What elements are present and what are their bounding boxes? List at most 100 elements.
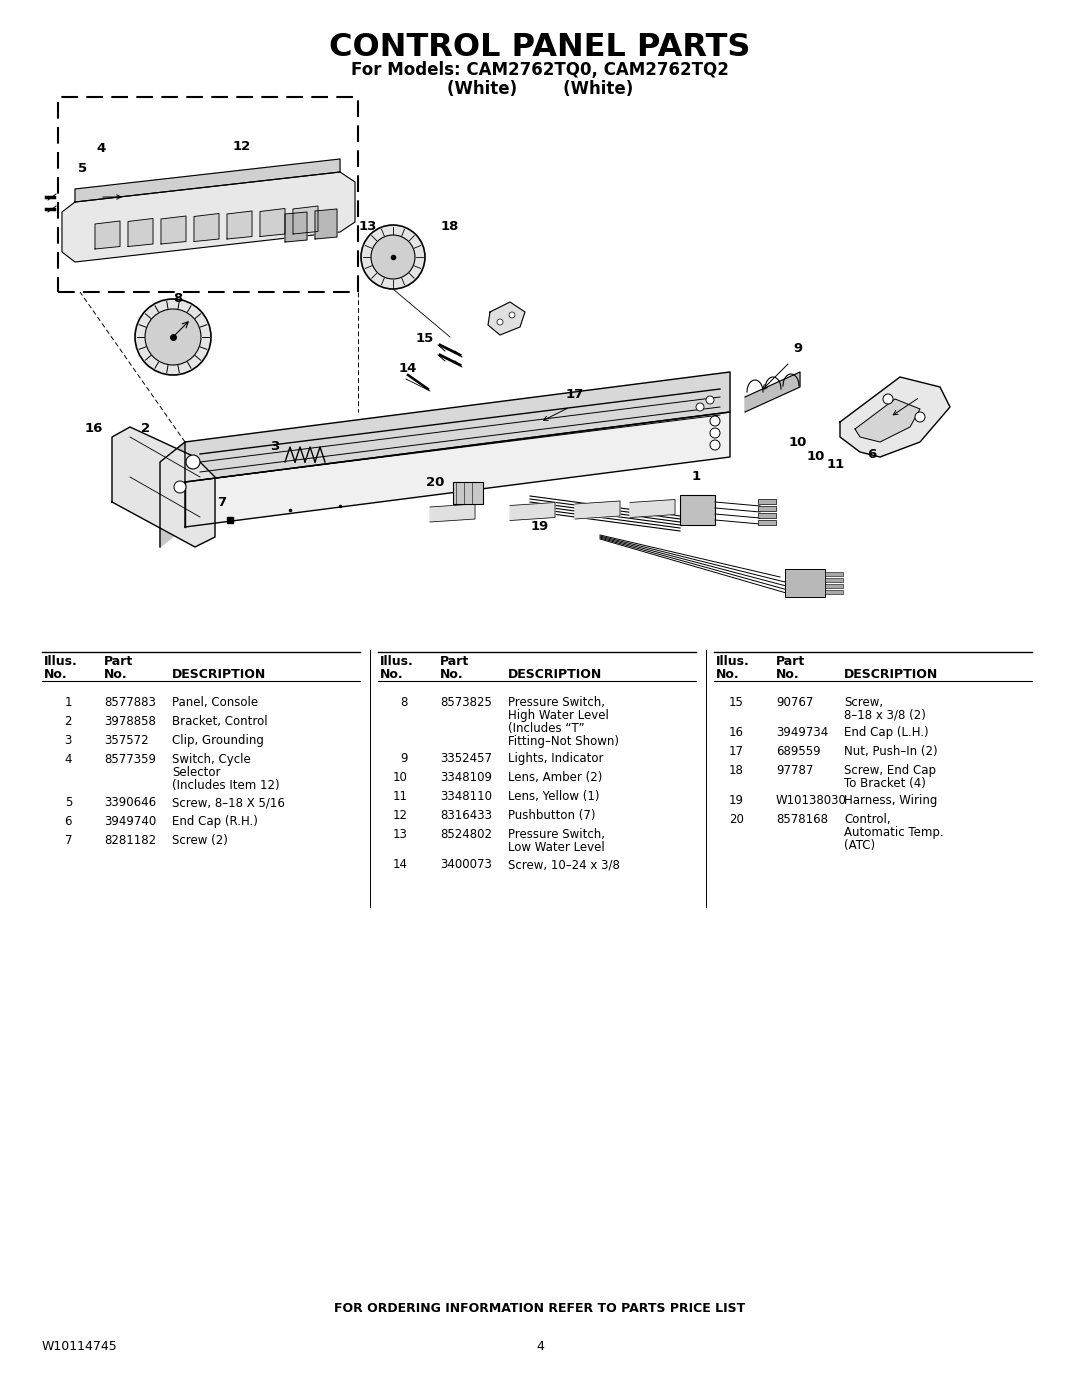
Text: 7: 7: [217, 496, 227, 509]
Circle shape: [696, 402, 704, 411]
Text: Screw,: Screw,: [843, 696, 883, 710]
Polygon shape: [185, 412, 730, 527]
Text: 8577359: 8577359: [104, 753, 156, 766]
Circle shape: [509, 312, 515, 319]
Text: High Water Level: High Water Level: [508, 710, 609, 722]
Circle shape: [706, 395, 714, 404]
Text: 689559: 689559: [777, 745, 821, 759]
Polygon shape: [285, 212, 307, 242]
Text: 19: 19: [531, 521, 549, 534]
Text: 3348109: 3348109: [440, 771, 492, 784]
Bar: [825, 571, 843, 576]
Text: 20: 20: [426, 475, 444, 489]
Circle shape: [186, 455, 200, 469]
Text: 3390646: 3390646: [104, 796, 157, 809]
Text: Nut, Push–In (2): Nut, Push–In (2): [843, 745, 937, 759]
Polygon shape: [227, 211, 252, 239]
Text: 16: 16: [729, 726, 744, 739]
Bar: [758, 513, 777, 518]
Circle shape: [710, 427, 720, 439]
Circle shape: [174, 481, 186, 493]
Text: Pressure Switch,: Pressure Switch,: [508, 828, 605, 841]
Polygon shape: [161, 217, 186, 244]
Text: 9: 9: [794, 342, 802, 355]
Text: 8577883: 8577883: [104, 696, 156, 710]
Text: 6: 6: [867, 448, 877, 461]
Text: 10: 10: [788, 436, 807, 448]
Text: End Cap (R.H.): End Cap (R.H.): [172, 814, 258, 828]
Text: (ATC): (ATC): [843, 840, 875, 852]
Text: No.: No.: [104, 668, 127, 680]
Polygon shape: [745, 372, 800, 412]
Text: No.: No.: [380, 668, 404, 680]
Text: Pushbutton (7): Pushbutton (7): [508, 809, 595, 821]
Text: Part: Part: [777, 655, 806, 668]
Polygon shape: [293, 205, 318, 235]
Text: 9: 9: [401, 752, 408, 766]
Text: 6: 6: [65, 814, 72, 828]
Text: 3348110: 3348110: [440, 789, 492, 803]
Text: (Includes “T”: (Includes “T”: [508, 722, 584, 735]
Text: 8316433: 8316433: [440, 809, 492, 821]
Polygon shape: [855, 400, 920, 441]
Polygon shape: [95, 221, 120, 249]
Text: Lens, Yellow (1): Lens, Yellow (1): [508, 789, 599, 803]
Bar: [58, 96, 357, 292]
Polygon shape: [185, 372, 730, 482]
Text: CONTROL PANEL PARTS: CONTROL PANEL PARTS: [329, 32, 751, 63]
Polygon shape: [160, 441, 185, 548]
Text: Panel, Console: Panel, Console: [172, 696, 258, 710]
Text: 10: 10: [393, 771, 408, 784]
Bar: [758, 520, 777, 525]
Text: W10138030: W10138030: [777, 793, 847, 807]
Polygon shape: [840, 377, 950, 457]
Text: Screw, 8–18 X 5/16: Screw, 8–18 X 5/16: [172, 796, 285, 809]
Polygon shape: [488, 302, 525, 335]
Text: 3949734: 3949734: [777, 726, 828, 739]
Text: 5: 5: [79, 162, 87, 176]
Text: No.: No.: [716, 668, 740, 680]
Polygon shape: [430, 504, 475, 522]
Text: Clip, Grounding: Clip, Grounding: [172, 733, 264, 747]
Text: 12: 12: [393, 809, 408, 821]
Text: 8: 8: [401, 696, 408, 710]
Text: 8573825: 8573825: [440, 696, 491, 710]
Text: 16: 16: [85, 422, 104, 436]
Text: DESCRIPTION: DESCRIPTION: [843, 668, 939, 680]
Circle shape: [710, 440, 720, 450]
Text: 1: 1: [691, 471, 701, 483]
Circle shape: [361, 225, 426, 289]
Text: 17: 17: [729, 745, 744, 759]
Bar: [825, 590, 843, 594]
Circle shape: [883, 394, 893, 404]
Text: Screw, End Cap: Screw, End Cap: [843, 764, 936, 777]
Text: 2: 2: [65, 715, 72, 728]
Polygon shape: [62, 172, 355, 263]
Polygon shape: [510, 503, 555, 521]
Text: 4: 4: [65, 753, 72, 766]
Bar: [758, 506, 777, 511]
Text: Automatic Temp.: Automatic Temp.: [843, 826, 944, 840]
Text: DESCRIPTION: DESCRIPTION: [508, 668, 603, 680]
Text: 15: 15: [416, 332, 434, 345]
Text: 3: 3: [270, 440, 280, 454]
Text: No.: No.: [440, 668, 463, 680]
Text: W10114745: W10114745: [42, 1341, 118, 1354]
Text: 10: 10: [807, 450, 825, 464]
Text: 8: 8: [174, 292, 183, 306]
Polygon shape: [112, 427, 215, 548]
Polygon shape: [194, 214, 219, 242]
Text: 14: 14: [399, 362, 417, 376]
Text: No.: No.: [44, 668, 68, 680]
Polygon shape: [315, 210, 337, 239]
Text: Illus.: Illus.: [44, 655, 78, 668]
Text: Switch, Cycle: Switch, Cycle: [172, 753, 251, 766]
Text: Screw (2): Screw (2): [172, 834, 228, 847]
Text: 357572: 357572: [104, 733, 149, 747]
Circle shape: [135, 299, 211, 374]
Text: Harness, Wiring: Harness, Wiring: [843, 793, 937, 807]
Circle shape: [497, 319, 503, 326]
Text: Selector: Selector: [172, 766, 220, 780]
Bar: [825, 578, 843, 583]
Text: Illus.: Illus.: [380, 655, 414, 668]
